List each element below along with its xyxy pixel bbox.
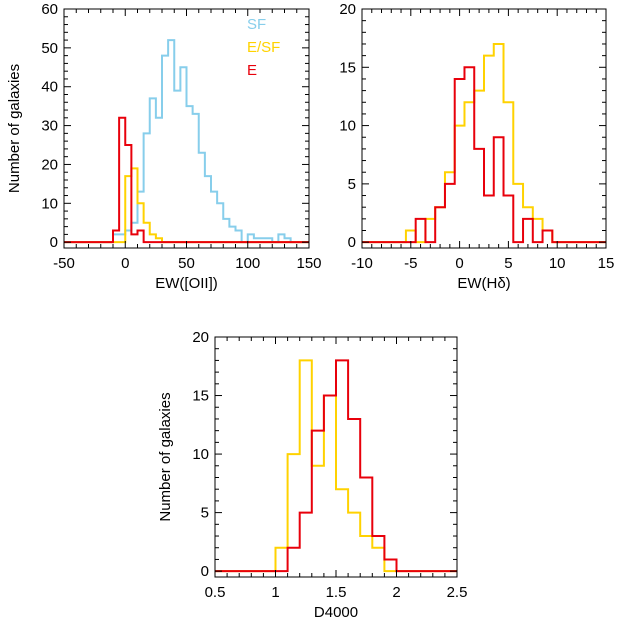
x-tick-label: 1 [271,584,279,601]
y-axis-label: Number of galaxies [157,392,174,521]
y-tick-label: 5 [348,176,356,193]
x-axis-label: EW([OII]) [155,275,218,292]
y-tick-label: 20 [192,329,209,346]
x-tick-label: 50 [178,255,195,272]
x-tick-label: 2.5 [447,584,468,601]
y-tick-label: 0 [201,563,209,580]
y-tick-label: 60 [41,1,58,18]
x-tick-label: -10 [351,255,373,272]
x-tick-label: 0.5 [205,584,226,601]
x-tick-label: 15 [598,255,615,272]
x-tick-label: 0 [455,255,463,272]
histogram-panel-1: -50 0 50 100 150 0 10 20 30 40 50 60 EW([OII]) Number… [6,1,322,292]
y-tick-label: 15 [339,59,356,76]
y-tick-label: 5 [201,505,209,522]
x-tick-label: 0 [121,255,129,272]
legend-entry-e: E [247,62,257,79]
series-sf-histogram [64,39,309,244]
y-tick-label: 30 [41,118,58,135]
series-e-histogram [215,359,457,573]
series-e-sf-histogram [64,167,309,244]
x-tick-label: 5 [504,255,512,272]
x-tick-label: -50 [53,255,75,272]
y-tick-label: 20 [339,1,356,18]
series-e-histogram [64,116,309,244]
histogram-panel-2: -10 -5 0 5 10 15 0 5 10 15 20 EW(Hδ) [339,1,614,292]
y-tick-label: 0 [348,234,356,251]
x-tick-label: 100 [235,255,260,272]
y-tick-label: 40 [41,79,58,96]
series-e-sf-histogram [362,42,606,244]
y-tick-label: 50 [41,40,58,57]
x-tick-label: 150 [296,255,321,272]
y-tick-label: 15 [192,388,209,405]
y-tick-label: 10 [192,446,209,463]
x-tick-label: 10 [549,255,566,272]
x-tick-label: 1.5 [326,584,347,601]
y-tick-label: 10 [41,195,58,212]
x-tick-label: -5 [404,255,417,272]
legend: SF E/SF E [247,16,280,79]
y-tick-label: 20 [41,156,58,173]
x-tick-label: 2 [392,584,400,601]
x-axis-label: EW(Hδ) [457,275,510,292]
legend-entry-sf: SF [247,16,266,33]
y-tick-label: 0 [50,234,58,251]
y-tick-label: 10 [339,118,356,135]
legend-entry-e-sf: E/SF [247,39,280,56]
y-axis-label: Number of galaxies [6,64,23,193]
series-e-histogram [362,66,606,244]
x-axis-label: D4000 [314,604,358,621]
histogram-panel-3: 0.5 1 1.5 2 2.5 0 5 10 15 20 D4000 Number of galaxi… [157,329,467,621]
plot-frame [361,8,607,249]
